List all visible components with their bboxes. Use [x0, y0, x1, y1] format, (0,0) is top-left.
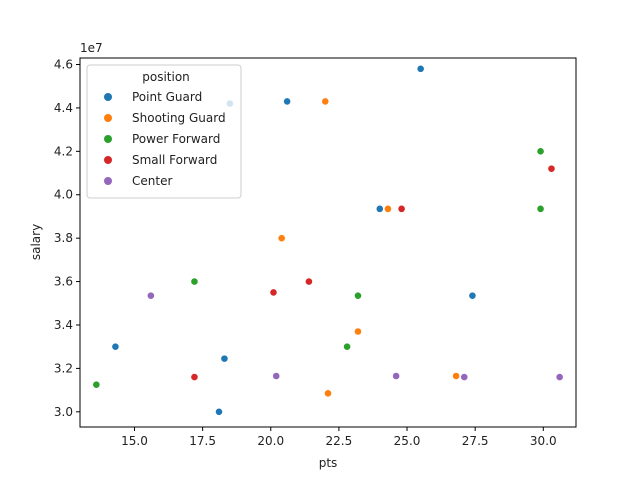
point-point-guard-7 [215, 407, 223, 416]
x-tick-label: 30.0 [530, 434, 557, 448]
legend-label-center: Center [132, 174, 172, 188]
y-axis-label: salary [29, 224, 43, 260]
y-tick-label: 4.4 [54, 101, 73, 115]
point-power-forward-5 [92, 380, 101, 389]
point-point-guard-5 [111, 342, 120, 351]
legend-label-point-guard: Point Guard [132, 90, 202, 104]
x-tick-label: 20.0 [257, 434, 284, 448]
point-small-forward-2 [305, 277, 313, 286]
legend-marker-shooting-guard [104, 114, 112, 122]
point-small-forward-1 [397, 204, 406, 213]
legend-label-power-forward: Power Forward [132, 132, 220, 146]
points-layer [92, 64, 564, 416]
legend: position Point Guard Shooting Guard Power … [86, 64, 242, 199]
y-tick-label: 4.0 [54, 188, 73, 202]
x-tick-label: 27.5 [462, 434, 489, 448]
x-tick-label: 15.0 [121, 434, 148, 448]
point-point-guard-4 [468, 291, 477, 300]
point-shooting-guard-3 [354, 327, 362, 336]
y-tick-label: 4.6 [54, 58, 73, 72]
legend-marker-small-forward [104, 156, 112, 164]
point-point-guard-0 [416, 64, 425, 73]
point-power-forward-3 [354, 291, 362, 300]
point-power-forward-2 [190, 277, 199, 286]
legend-box [86, 64, 242, 199]
point-center-0 [146, 291, 155, 300]
x-tick-label: 22.5 [326, 434, 353, 448]
point-small-forward-0 [547, 164, 556, 173]
point-shooting-guard-2 [277, 234, 286, 243]
point-shooting-guard-0 [321, 97, 330, 106]
point-small-forward-4 [190, 373, 199, 381]
point-point-guard-3 [375, 204, 384, 213]
legend-marker-center [104, 177, 112, 185]
x-tick-label: 25.0 [394, 434, 421, 448]
y-tick-label: 4.2 [54, 144, 73, 158]
point-power-forward-1 [536, 204, 545, 213]
point-point-guard-1 [283, 97, 292, 106]
y-axis-ticks: 3.0 3.2 3.4 3.6 3.8 4.0 4.2 4.4 4.6 [54, 58, 80, 419]
point-center-4 [555, 373, 564, 381]
point-point-guard-6 [220, 354, 229, 363]
legend-label-small-forward: Small Forward [132, 153, 217, 167]
legend-marker-point-guard [104, 93, 112, 101]
legend-items: Point Guard Shooting Guard Power Forward Sm… [104, 90, 226, 188]
x-axis-ticks: 15.0 17.5 20.0 22.5 25.0 27.5 30.0 [121, 427, 557, 448]
y-tick-label: 3.2 [54, 361, 73, 375]
y-tick-label: 3.6 [54, 275, 73, 289]
y-tick-label: 3.8 [54, 231, 73, 245]
y-axis-offset-label: 1e7 [80, 41, 103, 55]
x-tick-label: 17.5 [189, 434, 216, 448]
point-center-3 [460, 373, 469, 381]
y-tick-label: 3.0 [54, 405, 73, 419]
point-power-forward-4 [343, 342, 351, 351]
x-axis-label: pts [319, 456, 338, 470]
legend-marker-power-forward [104, 135, 112, 143]
point-shooting-guard-1 [384, 204, 392, 213]
point-shooting-guard-5 [324, 389, 332, 398]
point-small-forward-3 [269, 288, 278, 297]
plot-frame [79, 57, 577, 428]
point-center-2 [392, 372, 401, 380]
point-shooting-guard-4 [452, 372, 460, 380]
legend-label-shooting-guard: Shooting Guard [132, 111, 226, 125]
point-power-forward-0 [536, 147, 545, 156]
point-center-1 [272, 372, 281, 380]
legend-title: position [142, 70, 190, 84]
y-tick-label: 3.4 [54, 318, 73, 332]
